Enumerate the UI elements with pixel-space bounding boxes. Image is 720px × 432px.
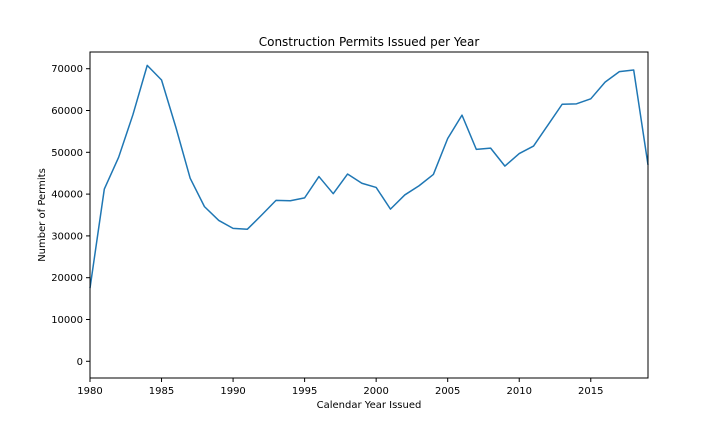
series-line <box>89 64 649 289</box>
x-axis-ticks: 1980 1985 1990 1995 2000 2005 2010 2015 <box>77 378 603 397</box>
y-axis-ticks: 0 10000 20000 30000 40000 50000 60000 70000 <box>51 64 90 368</box>
x-tick-label: 2005 <box>435 386 460 397</box>
y-tick-label: 40000 <box>51 190 83 201</box>
x-tick-label: 2000 <box>363 386 388 397</box>
y-tick-label: 60000 <box>51 106 83 117</box>
y-tick-label: 0 <box>77 357 83 368</box>
x-tick-label: 1995 <box>292 386 317 397</box>
y-tick-label: 50000 <box>51 148 83 159</box>
y-axis-label: Number of Permits <box>37 168 48 262</box>
y-tick-label: 70000 <box>51 64 83 75</box>
y-tick-label: 20000 <box>51 273 83 284</box>
x-axis-label: Calendar Year Issued <box>317 400 422 411</box>
series-group <box>89 64 649 289</box>
x-tick-label: 1980 <box>77 386 102 397</box>
chart-title: Construction Permits Issued per Year <box>259 35 480 49</box>
plot-frame <box>89 51 649 379</box>
x-tick-label: 2015 <box>578 386 603 397</box>
x-tick-label: 2010 <box>507 386 532 397</box>
y-tick-label: 30000 <box>51 231 83 242</box>
plot-area <box>89 51 649 379</box>
x-tick-label: 1985 <box>149 386 174 397</box>
y-tick-label: 10000 <box>51 315 83 326</box>
x-tick-label: 1990 <box>220 386 245 397</box>
